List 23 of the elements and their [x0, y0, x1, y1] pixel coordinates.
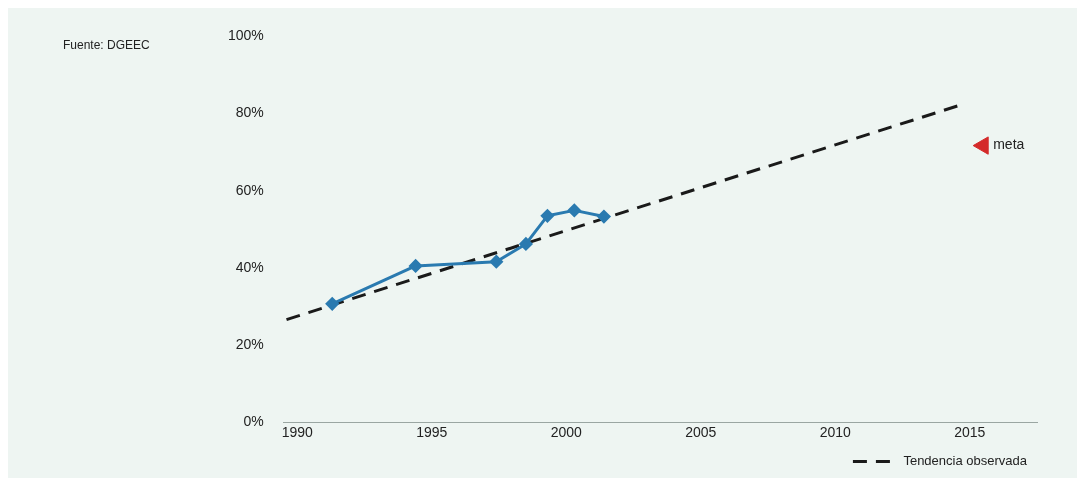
series-label: meta: [993, 136, 1025, 153]
y-tick-label: 40%: [235, 258, 264, 275]
point: [567, 203, 581, 217]
y-tick-label: 60%: [235, 181, 264, 198]
x-tick-label: 2005: [685, 424, 717, 441]
x-tick-label: 1990: [281, 424, 314, 441]
point: [972, 136, 989, 155]
y-tick-label: 100%: [227, 27, 264, 44]
x-tick-label: 1995: [416, 424, 448, 441]
point: [489, 255, 503, 269]
point: [597, 210, 611, 224]
y-tick-label: 0%: [243, 413, 264, 430]
y-tick-label: 80%: [235, 104, 264, 121]
legend-label: Tendencia observada: [903, 453, 1028, 469]
x-tick-label: 2010: [819, 424, 852, 441]
x-tick-label: 2000: [550, 424, 583, 441]
point: [540, 209, 554, 223]
y-tick-label: 20%: [235, 335, 264, 352]
source-note: Fuente: DGEEC: [63, 38, 151, 53]
point: [519, 237, 533, 251]
x-tick-label: 2015: [954, 424, 986, 441]
point: [325, 297, 339, 311]
point: [409, 259, 423, 273]
